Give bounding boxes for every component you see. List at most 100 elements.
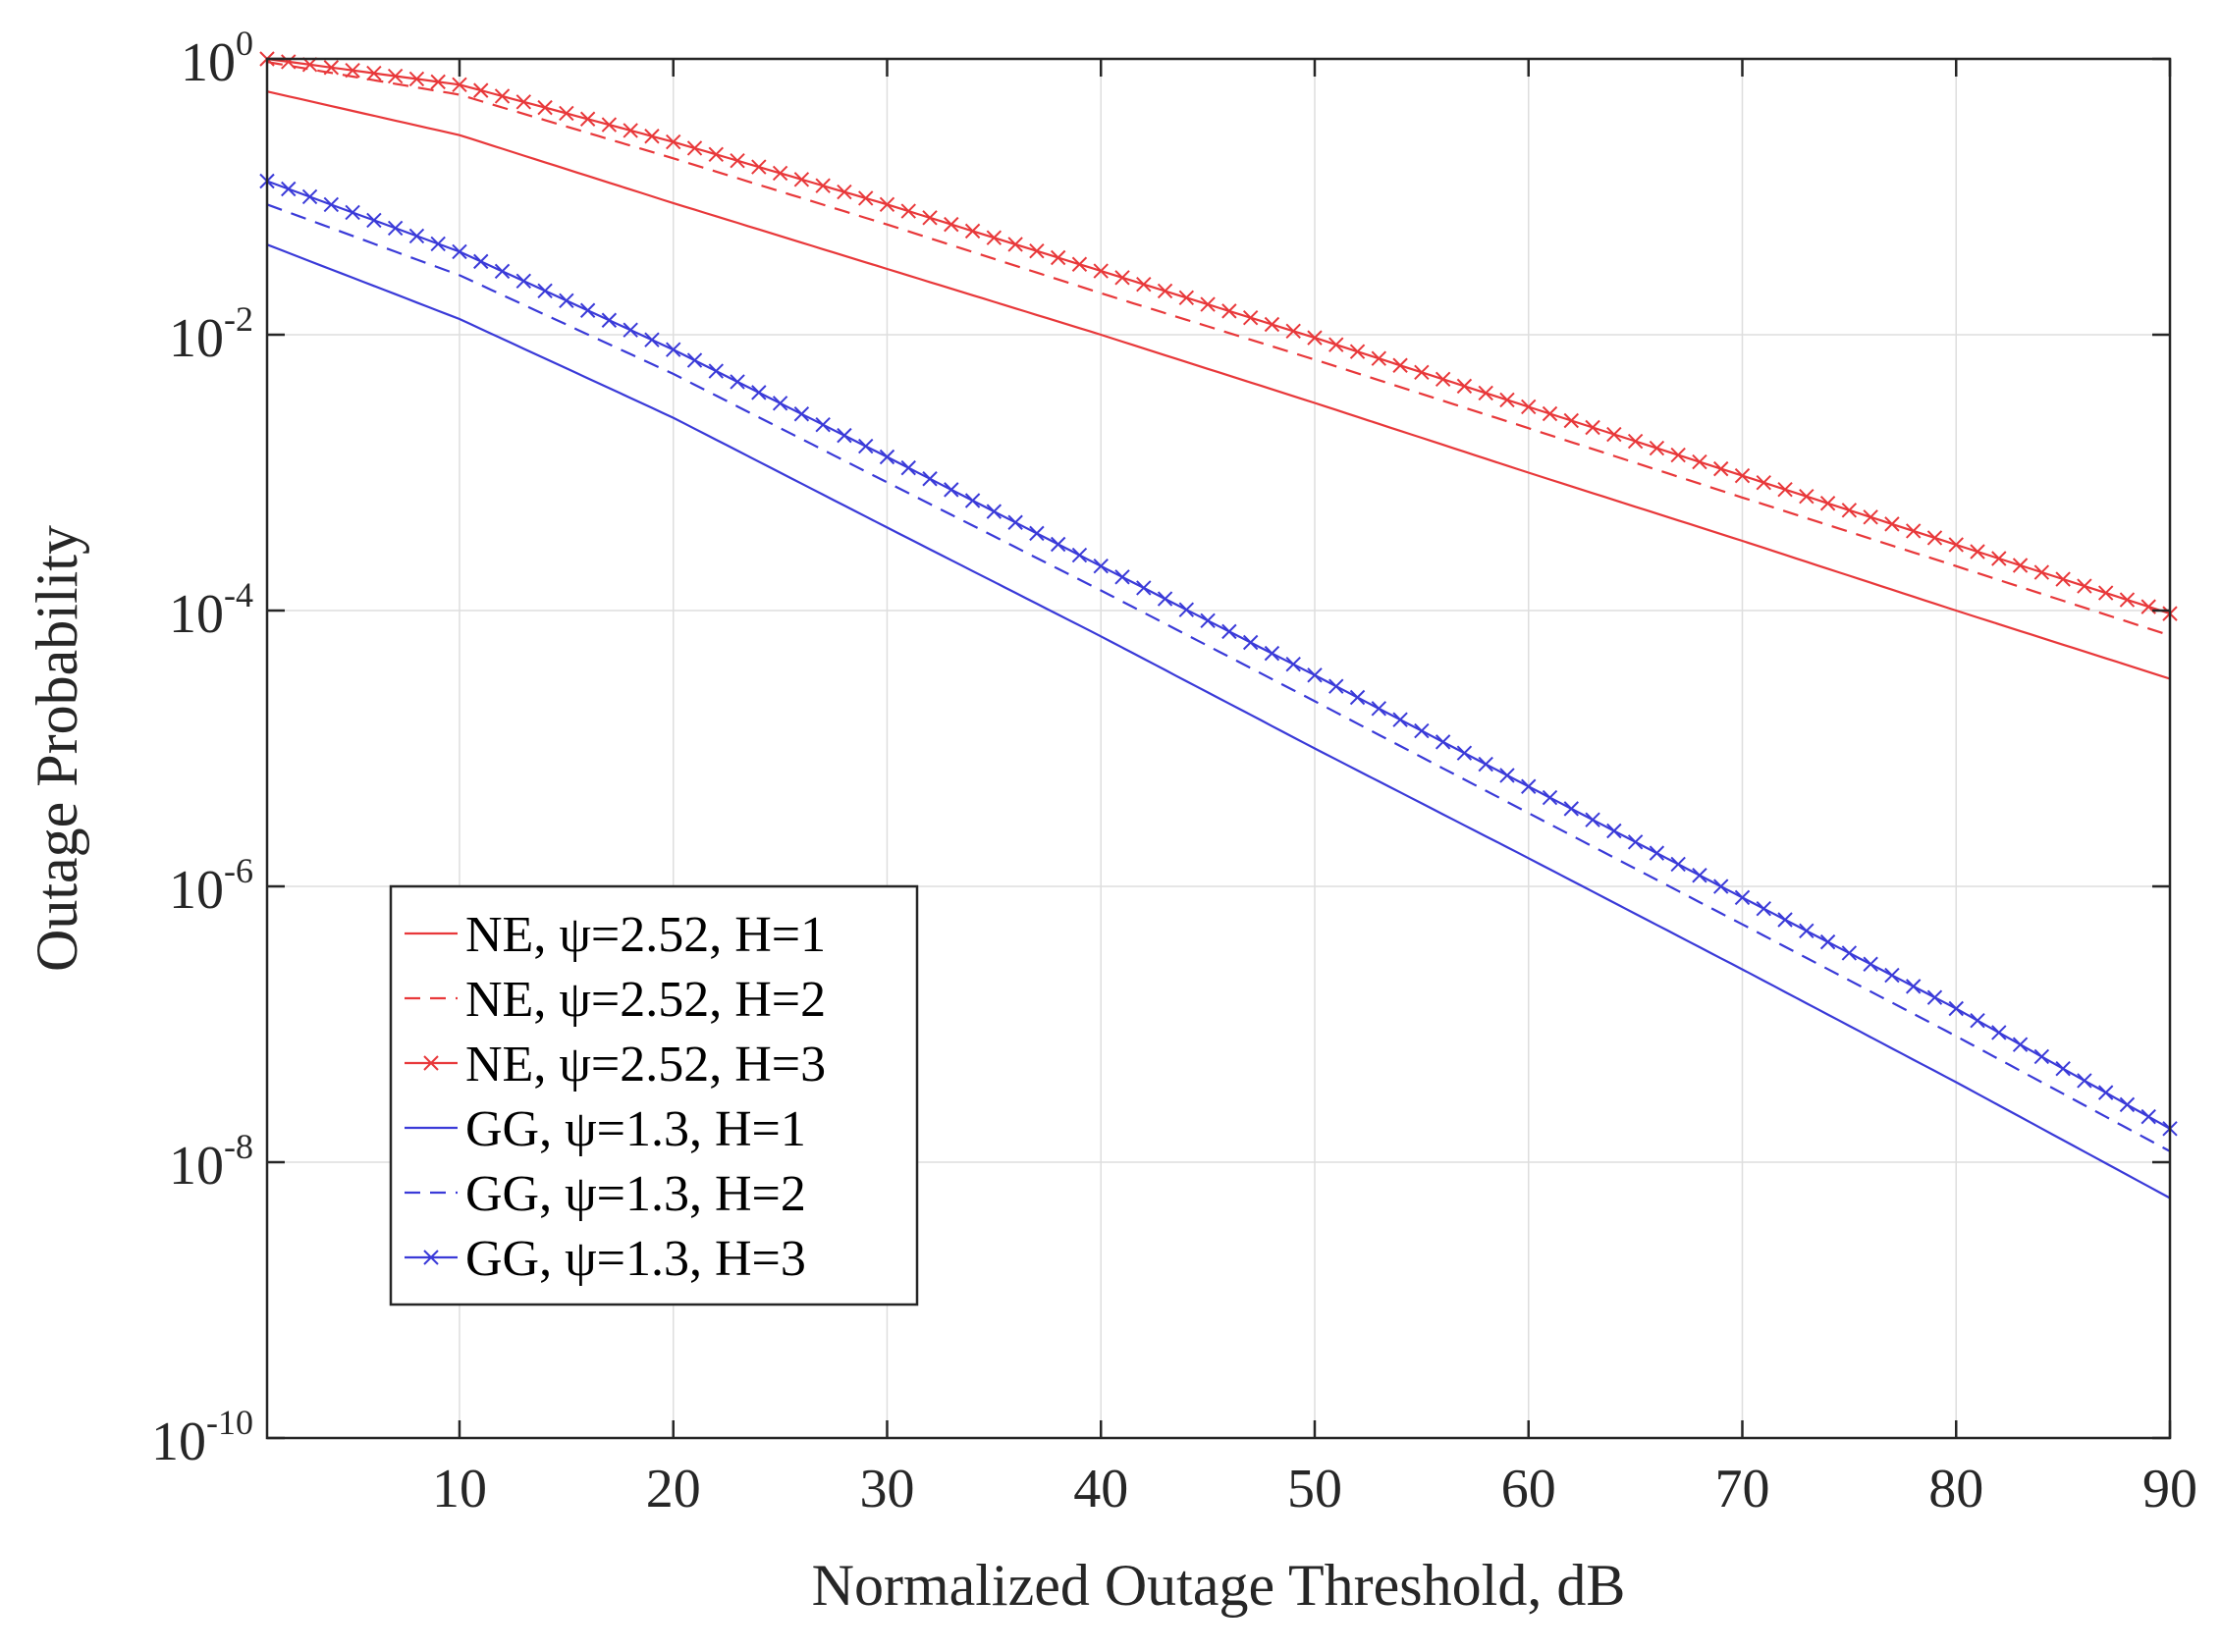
marker-stroke (2033, 564, 2050, 580)
data-point-marker (815, 416, 831, 433)
data-point-marker (1948, 537, 1964, 553)
marker-stroke (1649, 440, 1665, 456)
data-point-marker (1071, 547, 1088, 563)
data-point-marker (1926, 530, 1943, 546)
data-point-marker (1649, 440, 1665, 456)
data-point-marker (515, 94, 532, 110)
data-point-marker (2055, 1060, 2071, 1077)
marker-stroke (900, 459, 916, 476)
marker-stroke (858, 190, 874, 206)
marker-stroke (1991, 1025, 2007, 1040)
marker-stroke (644, 129, 660, 144)
marker-stroke (366, 65, 382, 81)
data-point-marker (1029, 525, 1045, 542)
data-point-marker (323, 196, 340, 213)
marker-stroke (2033, 1048, 2050, 1065)
marker-stroke (1713, 879, 1729, 894)
marker-stroke (1841, 945, 1858, 961)
data-point-marker (2012, 558, 2029, 573)
marker-stroke (1542, 405, 1558, 422)
marker-stroke (1071, 547, 1088, 563)
marker-stroke (2012, 558, 2029, 573)
marker-stroke (345, 204, 360, 221)
marker-stroke (515, 273, 532, 290)
marker-stroke (1756, 900, 1771, 917)
x-tick-label: 50 (1287, 1459, 1342, 1519)
marker-stroke (1970, 544, 1985, 560)
marker-stroke (2012, 1037, 2029, 1052)
data-point-marker (837, 427, 852, 444)
data-point-marker (2033, 1048, 2050, 1065)
marker-stroke (1692, 453, 1707, 470)
data-point-marker (1692, 868, 1707, 883)
data-point-marker (1734, 467, 1751, 484)
data-point-marker (772, 165, 788, 182)
legend-item: NE, ψ=2.52, H=3 (405, 1037, 826, 1092)
marker-stroke (1670, 856, 1686, 873)
data-point-marker (1905, 979, 1922, 994)
data-point-marker (1371, 701, 1387, 717)
legend-label: GG, ψ=1.3, H=2 (465, 1166, 806, 1222)
marker-stroke (2055, 571, 2071, 587)
marker-stroke (1777, 481, 1793, 498)
series-line (266, 180, 2171, 1130)
marker-stroke (537, 283, 553, 299)
marker-stroke (1242, 634, 1259, 651)
marker-stroke (1819, 496, 1836, 511)
marker-stroke (1948, 537, 1964, 553)
data-point-marker (1606, 426, 1622, 443)
data-point-marker (1307, 330, 1323, 346)
data-point-marker (793, 172, 810, 187)
data-point-marker (708, 146, 724, 163)
marker-stroke (1863, 956, 1878, 972)
marker-stroke (1093, 263, 1109, 279)
data-point-marker (387, 68, 404, 84)
marker-stroke (1157, 591, 1173, 607)
y-tick-label: 10-10 (151, 1403, 253, 1472)
data-point-marker (1863, 956, 1878, 972)
y-tick-label: 10-6 (169, 851, 253, 921)
marker-stroke (430, 236, 446, 252)
marker-stroke (1114, 270, 1130, 286)
data-point-marker (1136, 276, 1152, 293)
legend-marker-swatch (423, 1250, 439, 1265)
data-point-marker (922, 210, 938, 226)
data-point-marker (1071, 256, 1088, 272)
data-point-marker (1777, 481, 1793, 498)
marker-stroke (730, 374, 745, 390)
marker-stroke (1200, 296, 1216, 312)
legend-item: GG, ψ=1.3, H=2 (405, 1166, 806, 1222)
marker-stroke (2119, 1096, 2136, 1113)
data-point-marker (1670, 856, 1686, 873)
data-point-marker (430, 74, 446, 90)
marker-stroke (2055, 1060, 2071, 1077)
marker-stroke (1926, 989, 1943, 1005)
marker-stroke (1585, 419, 1600, 436)
data-point-marker (1991, 551, 2007, 566)
marker-stroke (1884, 967, 1900, 984)
data-point-marker (772, 396, 788, 411)
marker-stroke (666, 342, 681, 357)
marker-stroke (1991, 551, 2007, 566)
marker-stroke (323, 196, 340, 213)
data-point-marker (366, 212, 382, 229)
data-point-marker (1863, 509, 1878, 525)
marker-stroke (1264, 316, 1280, 333)
data-point-marker (494, 263, 511, 280)
marker-stroke (2140, 1108, 2156, 1125)
marker-stroke (1435, 371, 1451, 388)
data-point-marker (1542, 405, 1558, 422)
marker-stroke (708, 146, 724, 163)
marker-stroke (1285, 323, 1301, 340)
marker-stroke (730, 152, 745, 169)
data-point-marker (1221, 623, 1237, 640)
series-ne-2-52-h-1 (266, 90, 2171, 680)
data-point-marker (1819, 933, 1836, 950)
marker-stroke (1328, 678, 1344, 694)
data-point-marker (601, 312, 618, 328)
data-point-marker (366, 65, 382, 81)
data-point-marker (301, 188, 318, 205)
legend-marker-swatch (423, 1055, 439, 1071)
data-point-marker (281, 54, 297, 70)
marker-stroke (1799, 489, 1815, 505)
